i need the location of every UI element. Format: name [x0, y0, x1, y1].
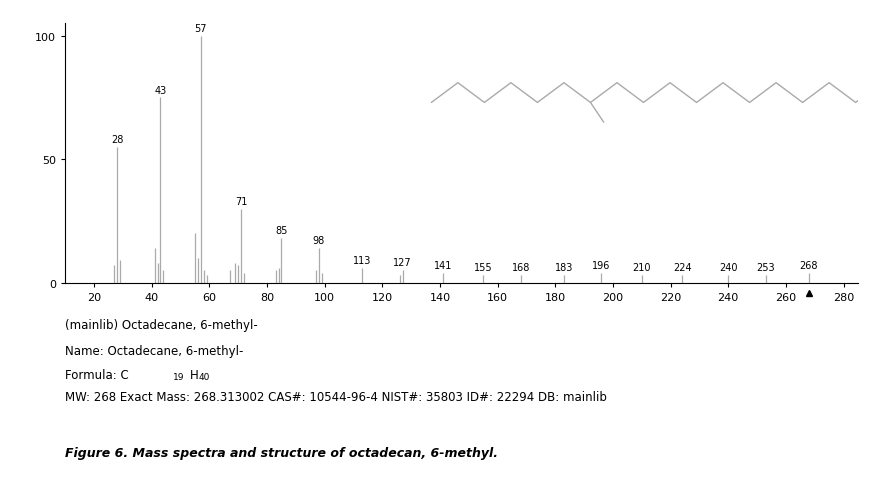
Text: 43: 43 — [154, 85, 166, 95]
Text: 113: 113 — [353, 255, 371, 265]
Text: 40: 40 — [199, 372, 210, 381]
Text: (mainlib) Octadecane, 6-methyl-: (mainlib) Octadecane, 6-methyl- — [65, 318, 258, 331]
Text: Formula: C: Formula: C — [65, 368, 129, 382]
Text: 28: 28 — [111, 135, 124, 144]
Text: 127: 127 — [393, 258, 412, 268]
Text: 183: 183 — [555, 263, 573, 273]
Text: 141: 141 — [434, 260, 452, 270]
Text: 240: 240 — [719, 263, 738, 273]
Text: 210: 210 — [632, 263, 651, 273]
Text: 155: 155 — [474, 263, 493, 273]
Text: MW: 268 Exact Mass: 268.313002 CAS#: 10544-96-4 NIST#: 35803 ID#: 22294 DB: main: MW: 268 Exact Mass: 268.313002 CAS#: 105… — [65, 390, 607, 404]
Text: 19: 19 — [172, 372, 184, 381]
Text: 57: 57 — [194, 24, 207, 34]
Text: 168: 168 — [511, 263, 530, 273]
Text: H: H — [190, 368, 199, 382]
Text: Figure 6. Mass spectra and structure of octadecan, 6-methyl.: Figure 6. Mass spectra and structure of … — [65, 447, 498, 460]
Text: 196: 196 — [592, 260, 611, 270]
Text: 268: 268 — [800, 260, 818, 270]
Text: 224: 224 — [672, 263, 692, 273]
Text: Name: Octadecane, 6-methyl-: Name: Octadecane, 6-methyl- — [65, 344, 244, 357]
Text: 85: 85 — [275, 226, 287, 236]
Text: 253: 253 — [756, 263, 775, 273]
Text: 98: 98 — [313, 236, 325, 245]
Text: 71: 71 — [235, 196, 247, 206]
